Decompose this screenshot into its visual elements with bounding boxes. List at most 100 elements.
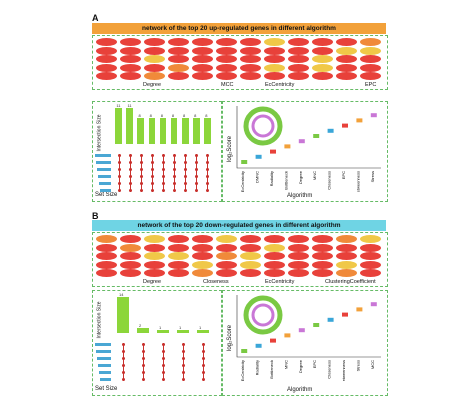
upset-a-matrix-dot <box>128 175 132 178</box>
network-node <box>360 235 381 243</box>
upset-a-matrix-dot <box>195 182 199 185</box>
network-node <box>144 269 165 277</box>
upset-a-bar <box>159 117 167 144</box>
banner-b: network of the top 20 down-regulated gen… <box>92 220 386 231</box>
upset-b-matrix-dot <box>182 378 185 381</box>
upset-b-matrix-dot <box>142 343 145 346</box>
network-node <box>144 38 165 46</box>
upset-a-matrix-line <box>207 154 209 192</box>
boxplot-b-tick-label: MCC <box>370 360 375 369</box>
upset-a-matrix-dot <box>128 154 132 157</box>
upset-a-matrix-line <box>118 154 120 192</box>
network-node <box>120 252 141 260</box>
network-node <box>120 46 141 55</box>
network-area-a: Degree MCC EcCentricity EPC <box>92 35 388 90</box>
boxplot-b-box <box>313 323 320 327</box>
network-node <box>312 252 333 260</box>
network-node <box>240 63 261 72</box>
boxplot-a-tick-label: MNC <box>312 171 317 180</box>
upset-a-bar <box>193 117 200 144</box>
network-node <box>168 72 189 80</box>
network-node <box>192 38 213 46</box>
network-node <box>312 46 333 55</box>
network-node <box>360 55 381 63</box>
panel-letter-b: B <box>92 211 99 221</box>
boxplot-a-box <box>284 144 291 149</box>
network-node <box>120 63 141 72</box>
network-node <box>288 260 309 269</box>
network-node <box>192 72 213 80</box>
boxplot-a-tick-label: Closeness <box>327 171 332 190</box>
upset-a-bar-label: 11 <box>116 103 121 108</box>
network-node <box>240 269 261 277</box>
boxplot-b: log₂Score Algorithm EcCentricity Radialit… <box>222 290 388 396</box>
upset-b-matrix-dot <box>122 350 125 353</box>
network-node <box>288 243 309 252</box>
boxplot-b-tick-label: Betweenness <box>341 360 346 381</box>
upset-b-matrix-dot <box>122 343 125 346</box>
network-node <box>240 55 261 63</box>
upset-a-matrix-dot <box>150 175 154 178</box>
network-node <box>216 269 237 277</box>
upset-plot-b: Intersection Size Set Size 14 2 1 1 1 <box>92 290 222 396</box>
network-node <box>360 72 381 80</box>
network-node <box>216 55 237 63</box>
upset-a-matrix-dot <box>117 168 121 171</box>
upset-b-matrix-dot <box>122 364 125 367</box>
upset-b-matrix-dot <box>202 350 205 353</box>
network-node <box>360 63 381 72</box>
upset-a-xlabel: Set Size <box>95 192 118 198</box>
upset-b-matrix-dot <box>142 350 145 353</box>
upset-b-matrix-dot <box>162 364 165 367</box>
boxplot-a-box <box>241 160 248 164</box>
upset-a-ylabel: Intersection Size <box>96 114 103 152</box>
upset-a-matrix-line <box>185 154 187 192</box>
upset-a-matrix-dot <box>162 175 165 178</box>
net-label-degree-b: Degree <box>143 279 162 285</box>
upset-a-bar <box>181 117 189 144</box>
network-node <box>264 260 285 269</box>
upset-a-matrix-dot <box>162 161 165 164</box>
boxplot-a-box <box>255 154 262 159</box>
upset-b-bar-label: 1 <box>159 325 162 331</box>
upset-b-bar-label: 14 <box>119 292 124 297</box>
network-node <box>120 72 141 80</box>
upset-a-matrix-dot <box>128 182 132 185</box>
upset-a-matrix-dot <box>128 161 132 164</box>
upset-a-bar-label: 8 <box>138 112 141 118</box>
upset-a-matrix-dot <box>162 168 165 171</box>
boxplot-a-xlabel: Algorithm <box>287 193 313 199</box>
upset-b-matrix-dot <box>142 371 145 374</box>
network-node <box>336 235 357 243</box>
boxplot-a-axes <box>236 106 381 169</box>
upset-a-matrix-dot <box>173 154 177 157</box>
boxplot-b-svg: EcCentricity Radiality Bottleneck MNC Degree… <box>236 295 381 381</box>
upset-a-matrix-dot <box>139 168 143 171</box>
network-node <box>288 38 309 46</box>
upset-a-matrix-dot <box>173 189 177 192</box>
upset-a-bar <box>137 117 145 144</box>
upset-b-matrix-line <box>183 343 184 381</box>
network-node <box>264 72 285 80</box>
network-node <box>168 55 189 63</box>
network-node <box>216 235 237 243</box>
network-node <box>120 235 141 243</box>
upset-b-matrix-dot <box>122 371 125 374</box>
upset-a-bar <box>115 108 122 144</box>
net-label-eccentricity-b: EcCentricity <box>265 279 295 285</box>
network-node <box>144 55 165 63</box>
upset-b-matrix-dot <box>202 364 205 367</box>
boxplot-a-box <box>356 118 363 123</box>
boxplot-a-tick-label: EPC <box>341 171 346 179</box>
network-node <box>168 269 189 277</box>
network-node <box>96 55 117 63</box>
upset-b-matrix-dot <box>162 357 165 360</box>
boxplot-b-box <box>284 333 291 338</box>
upset-a-bar-label: 8 <box>183 112 186 118</box>
upset-b-bar <box>117 297 129 333</box>
upset-a-matrix-dot <box>184 182 188 185</box>
network-node <box>144 72 165 80</box>
boxplot-b-box <box>270 338 276 343</box>
boxplot-a-inset-circle-inner <box>251 114 275 138</box>
network-node <box>192 260 213 269</box>
